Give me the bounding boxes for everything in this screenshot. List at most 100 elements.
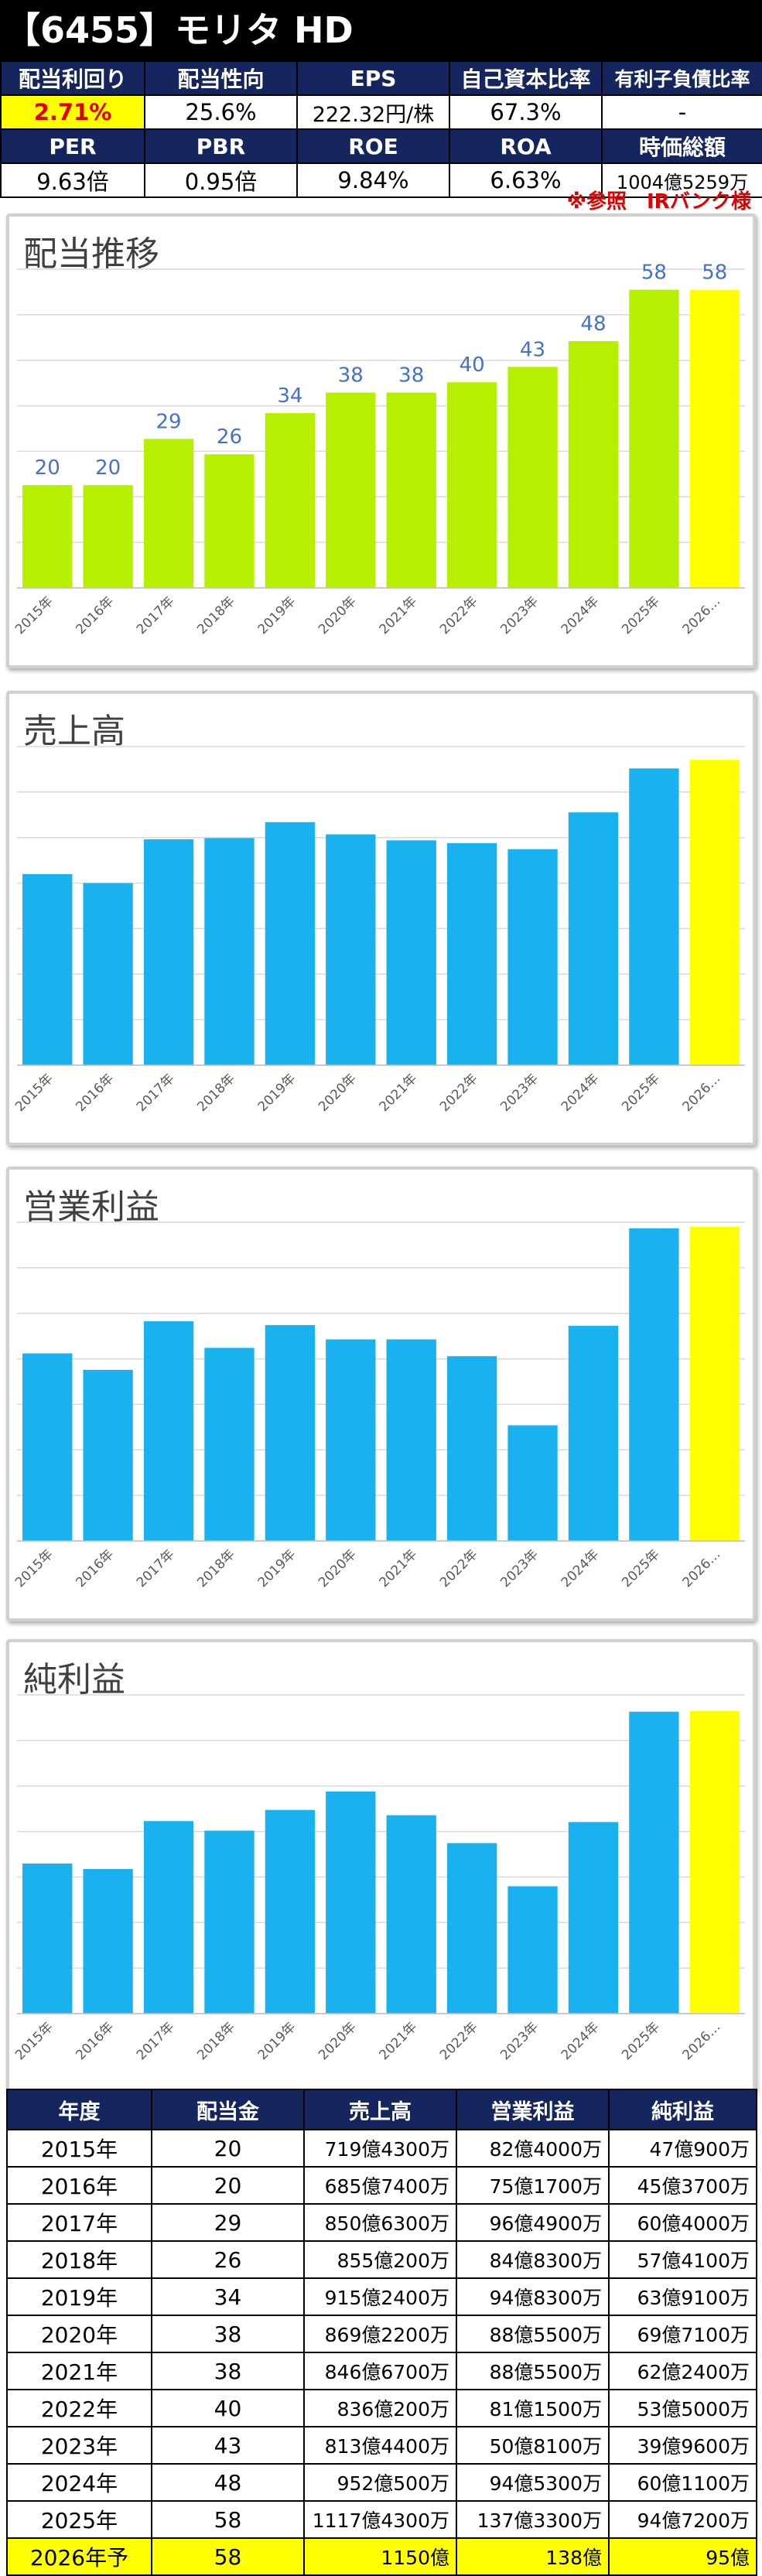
sales-chart-panel: 売上高 2015年 2016年 2017年 2018年 2019年 2020年 2021年 2… bbox=[6, 691, 756, 1146]
cell-net-profit: 95億 bbox=[608, 2537, 757, 2576]
tick-label: 2020年 bbox=[316, 2019, 360, 2063]
bar-2019年 bbox=[265, 1324, 316, 1541]
net-profit-chart-title: 純利益 bbox=[23, 1660, 125, 1700]
cell-operating-profit: 50億8100万 bbox=[456, 2426, 610, 2465]
bar-2019年 bbox=[265, 413, 316, 588]
bar-2026… bbox=[689, 760, 740, 1065]
bar-2020年 bbox=[326, 1339, 376, 1541]
bar-2026… bbox=[689, 1710, 740, 2014]
table-row: 2024年 48 952億500万 94億5300万 60億1100万 bbox=[6, 2463, 757, 2502]
eps-value: 222.32円/株 bbox=[296, 94, 450, 130]
gridlines bbox=[17, 1694, 745, 2014]
bar-2023年 bbox=[507, 1425, 558, 1541]
data-label: 48 bbox=[580, 313, 606, 336]
header-year: 年度 bbox=[6, 2089, 152, 2130]
tick-label: 2023年 bbox=[497, 1546, 542, 1590]
cell-net-profit: 94億7200万 bbox=[608, 2500, 757, 2539]
sales-chart-title: 売上高 bbox=[23, 712, 125, 751]
bar-2015年 bbox=[22, 1863, 73, 2014]
metrics-value-row-2: 9.63倍 0.95倍 9.84% 6.63% 1004億5259万 bbox=[0, 162, 762, 198]
tick-label: 2021年 bbox=[376, 593, 420, 637]
cell-net-profit: 63億9100万 bbox=[608, 2277, 757, 2316]
tick-label: 2021年 bbox=[376, 1546, 420, 1590]
cell-year: 2016年 bbox=[6, 2166, 152, 2205]
cell-net-profit: 62億2400万 bbox=[608, 2352, 757, 2390]
bar-2021年 bbox=[386, 840, 436, 1065]
cell-net-profit: 57億4100万 bbox=[608, 2240, 757, 2279]
cell-net-profit: 53億5000万 bbox=[608, 2389, 757, 2427]
tick-label: 2020年 bbox=[316, 593, 360, 637]
gridlines bbox=[17, 746, 745, 1066]
header-dividend: 配当金 bbox=[151, 2089, 305, 2130]
cell-dividend: 26 bbox=[151, 2240, 305, 2279]
cell-sales: 1117億4300万 bbox=[303, 2500, 457, 2539]
bar-2025年 bbox=[629, 1711, 679, 2014]
metrics-label-row-2: PER PBR ROE ROA 時価総額 bbox=[0, 128, 762, 164]
bar-2021年 bbox=[386, 392, 436, 588]
cell-year: 2017年 bbox=[6, 2203, 152, 2242]
table-header-row: 年度 配当金 売上高 営業利益 純利益 bbox=[6, 2089, 757, 2130]
bar-2026… bbox=[689, 1226, 740, 1541]
roa-label: ROA bbox=[449, 128, 603, 164]
tick-label: 2015年 bbox=[12, 2019, 56, 2063]
table-row: 2018年 26 855億200万 84億8300万 57億4100万 bbox=[6, 2240, 757, 2279]
cell-year: 2026年予 bbox=[6, 2537, 152, 2576]
tick-label: 2015年 bbox=[12, 1071, 56, 1115]
tick-label: 2025年 bbox=[619, 593, 663, 637]
tick-label: 2024年 bbox=[559, 593, 603, 637]
table-row: 2026年予 58 1150億 138億 95億 bbox=[6, 2537, 757, 2576]
bar-2015年 bbox=[22, 485, 73, 588]
tick-label: 2023年 bbox=[497, 2019, 542, 2063]
metrics-value-row-1: 2.71% 25.6% 222.32円/株 67.3% - bbox=[0, 94, 762, 130]
cell-sales: 850億6300万 bbox=[303, 2203, 457, 2242]
cell-sales: 952億500万 bbox=[303, 2463, 457, 2502]
data-label: 34 bbox=[277, 384, 302, 408]
tick-label: 2021年 bbox=[376, 1071, 420, 1115]
bar-2017年 bbox=[143, 1821, 194, 2014]
bar-2020年 bbox=[326, 392, 376, 588]
cell-net-profit: 60億1100万 bbox=[608, 2463, 757, 2502]
table-row: 2017年 29 850億6300万 96億4900万 60億4000万 bbox=[6, 2203, 757, 2242]
tick-label: 2017年 bbox=[134, 2019, 178, 2063]
tick-label: 2026… bbox=[680, 593, 724, 637]
cell-dividend: 58 bbox=[151, 2537, 305, 2576]
cell-year: 2019年 bbox=[6, 2277, 152, 2316]
tick-label: 2022年 bbox=[437, 2019, 481, 2063]
cell-sales: 719億4300万 bbox=[303, 2129, 457, 2168]
cell-year: 2021年 bbox=[6, 2352, 152, 2390]
bar-2023年 bbox=[507, 1886, 558, 2014]
tick-label: 2025年 bbox=[619, 1071, 663, 1115]
cell-year: 2022年 bbox=[6, 2389, 152, 2427]
tick-label: 2019年 bbox=[255, 1546, 299, 1590]
bar-2026… bbox=[689, 289, 740, 588]
cell-sales: 813億4400万 bbox=[303, 2426, 457, 2465]
cell-operating-profit: 94億8300万 bbox=[456, 2277, 610, 2316]
tick-label: 2017年 bbox=[134, 1071, 178, 1115]
bar-2022年 bbox=[446, 382, 497, 588]
metrics-label-row-1: 配当利回り 配当性向 EPS 自己資本比率 有利子負債比率 bbox=[0, 60, 762, 96]
bar-2024年 bbox=[568, 812, 619, 1065]
tick-label: 2022年 bbox=[437, 1071, 481, 1115]
cell-net-profit: 39億9600万 bbox=[608, 2426, 757, 2465]
pbr-label: PBR bbox=[144, 128, 298, 164]
bar-2022年 bbox=[446, 1356, 497, 1541]
bar-2021年 bbox=[386, 1339, 436, 1541]
bar-2016年 bbox=[83, 1869, 133, 2014]
dividend-chart-panel: 配当推移 20 2015年 20 2016年 29 2017年 26 2018年 34 2019年… bbox=[6, 214, 756, 668]
bar-2015年 bbox=[22, 1353, 73, 1541]
cell-sales: 869億2200万 bbox=[303, 2315, 457, 2353]
debt-ratio-label: 有利子負債比率 bbox=[601, 60, 762, 96]
data-label: 20 bbox=[35, 456, 60, 480]
per-label: PER bbox=[0, 128, 145, 164]
dividend-chart: 20 2015年 20 2016年 29 2017年 26 2018年 34 2019年 38 202… bbox=[12, 261, 745, 637]
tick-label: 2019年 bbox=[255, 2019, 299, 2063]
tick-label: 2018年 bbox=[194, 1071, 238, 1115]
tick-label: 2026… bbox=[680, 1546, 724, 1590]
cell-year: 2015年 bbox=[6, 2129, 152, 2168]
cell-sales: 685億7400万 bbox=[303, 2166, 457, 2205]
cell-dividend: 20 bbox=[151, 2166, 305, 2205]
tick-label: 2024年 bbox=[559, 1071, 603, 1115]
debt-ratio-value: - bbox=[601, 94, 762, 130]
cell-sales: 1150億 bbox=[303, 2537, 457, 2576]
cell-operating-profit: 81億1500万 bbox=[456, 2389, 610, 2427]
